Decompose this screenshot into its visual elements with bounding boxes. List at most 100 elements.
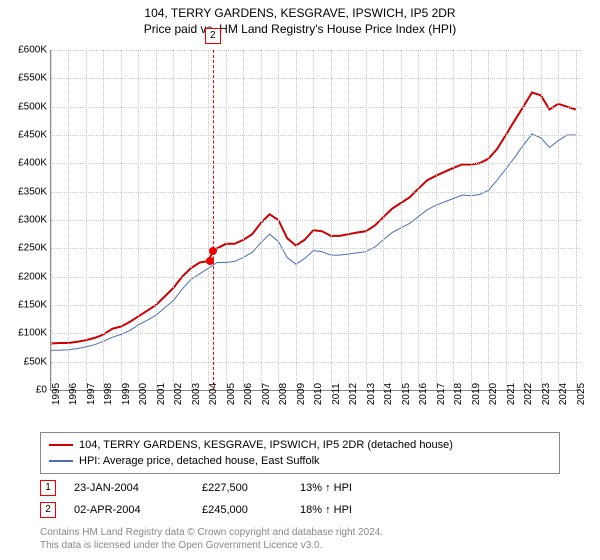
y-axis-label: £350K bbox=[1, 186, 47, 197]
gridline-v bbox=[401, 50, 402, 390]
legend-row: 104, TERRY GARDENS, KESGRAVE, IPSWICH, I… bbox=[49, 437, 551, 453]
legend-row: HPI: Average price, detached house, East… bbox=[49, 453, 551, 469]
legend-label: HPI: Average price, detached house, East… bbox=[79, 455, 320, 467]
x-axis-label: 2002 bbox=[173, 383, 184, 405]
sale-hpi: 13% ↑ HPI bbox=[300, 482, 380, 494]
gridline-v bbox=[121, 50, 122, 390]
gridline-v bbox=[191, 50, 192, 390]
x-axis-label: 2014 bbox=[383, 383, 394, 405]
chart-area: £0£50K£100K£150K£200K£250K£300K£350K£400… bbox=[50, 50, 580, 390]
y-axis-label: £550K bbox=[1, 73, 47, 84]
sales-block: 1 23-JAN-2004 £227,500 13% ↑ HPI 2 02-APR-200… bbox=[40, 480, 380, 524]
y-axis-label: £500K bbox=[1, 101, 47, 112]
gridline-h bbox=[51, 248, 581, 249]
gridline-v bbox=[453, 50, 454, 390]
gridline-v bbox=[471, 50, 472, 390]
x-axis-label: 2019 bbox=[471, 383, 482, 405]
x-axis-label: 2003 bbox=[191, 383, 202, 405]
gridline-h bbox=[51, 107, 581, 108]
marker-numbox: 2 bbox=[205, 28, 221, 44]
footer-line2: This data is licensed under the Open Gov… bbox=[40, 539, 383, 552]
gridline-v bbox=[86, 50, 87, 390]
x-axis-label: 2012 bbox=[348, 383, 359, 405]
y-axis-label: £200K bbox=[1, 271, 47, 282]
x-axis-label: 2011 bbox=[331, 383, 342, 405]
gridline-h bbox=[51, 362, 581, 363]
gridline-h bbox=[51, 305, 581, 306]
sale-numbox: 2 bbox=[40, 502, 56, 518]
title-block: 104, TERRY GARDENS, KESGRAVE, IPSWICH, I… bbox=[0, 0, 600, 36]
x-axis-label: 2004 bbox=[208, 383, 219, 405]
x-axis-label: 2015 bbox=[401, 383, 412, 405]
gridline-v bbox=[576, 50, 577, 390]
gridline-h bbox=[51, 78, 581, 79]
y-axis-label: £0 bbox=[1, 385, 47, 396]
x-axis-label: 2022 bbox=[523, 383, 534, 405]
y-axis-label: £250K bbox=[1, 243, 47, 254]
gridline-h bbox=[51, 163, 581, 164]
sale-hpi: 18% ↑ HPI bbox=[300, 504, 380, 516]
x-axis-label: 2006 bbox=[243, 383, 254, 405]
gridline-v bbox=[383, 50, 384, 390]
y-axis-label: £100K bbox=[1, 328, 47, 339]
x-axis-label: 1999 bbox=[121, 383, 132, 405]
gridline-v bbox=[103, 50, 104, 390]
gridline-v bbox=[68, 50, 69, 390]
x-axis-label: 1997 bbox=[86, 383, 97, 405]
x-axis-label: 2001 bbox=[156, 383, 167, 405]
sale-date: 02-APR-2004 bbox=[74, 504, 184, 516]
x-axis-label: 2007 bbox=[261, 383, 272, 405]
x-axis-label: 2008 bbox=[278, 383, 289, 405]
sale-numbox: 1 bbox=[40, 480, 56, 496]
x-axis-label: 2020 bbox=[488, 383, 499, 405]
gridline-v bbox=[331, 50, 332, 390]
x-axis-label: 2009 bbox=[296, 383, 307, 405]
y-axis-label: £50K bbox=[1, 356, 47, 367]
x-axis-label: 2010 bbox=[313, 383, 324, 405]
sale-dot bbox=[209, 247, 217, 255]
gridline-v bbox=[278, 50, 279, 390]
footer-line1: Contains HM Land Registry data © Crown c… bbox=[40, 526, 383, 539]
sale-price: £227,500 bbox=[202, 482, 282, 494]
gridline-v bbox=[436, 50, 437, 390]
gridline-v bbox=[296, 50, 297, 390]
y-axis-label: £450K bbox=[1, 130, 47, 141]
footer: Contains HM Land Registry data © Crown c… bbox=[40, 526, 383, 552]
plot: £0£50K£100K£150K£200K£250K£300K£350K£400… bbox=[50, 50, 581, 391]
gridline-v bbox=[51, 50, 52, 390]
x-axis-label: 2023 bbox=[541, 383, 552, 405]
gridline-v bbox=[173, 50, 174, 390]
gridline-h bbox=[51, 333, 581, 334]
sale-price: £245,000 bbox=[202, 504, 282, 516]
x-axis-label: 2021 bbox=[506, 383, 517, 405]
sale-date: 23-JAN-2004 bbox=[74, 482, 184, 494]
legend: 104, TERRY GARDENS, KESGRAVE, IPSWICH, I… bbox=[40, 432, 560, 474]
sale-dot bbox=[206, 257, 214, 265]
x-axis-label: 1998 bbox=[103, 383, 114, 405]
legend-swatch bbox=[49, 444, 73, 446]
gridline-v bbox=[138, 50, 139, 390]
gridline-v bbox=[243, 50, 244, 390]
x-axis-label: 2018 bbox=[453, 383, 464, 405]
gridline-v bbox=[418, 50, 419, 390]
chart-container: 104, TERRY GARDENS, KESGRAVE, IPSWICH, I… bbox=[0, 0, 600, 560]
gridline-v bbox=[208, 50, 209, 390]
gridline-v bbox=[156, 50, 157, 390]
gridline-v bbox=[541, 50, 542, 390]
gridline-h bbox=[51, 220, 581, 221]
title-main: 104, TERRY GARDENS, KESGRAVE, IPSWICH, I… bbox=[0, 6, 600, 20]
gridline-v bbox=[226, 50, 227, 390]
x-axis-label: 2013 bbox=[366, 383, 377, 405]
x-axis-label: 1995 bbox=[51, 383, 62, 405]
gridline-v bbox=[523, 50, 524, 390]
x-axis-label: 2017 bbox=[436, 383, 447, 405]
marker-line bbox=[213, 50, 214, 390]
gridline-h bbox=[51, 50, 581, 51]
y-axis-label: £150K bbox=[1, 300, 47, 311]
gridline-v bbox=[488, 50, 489, 390]
x-axis-label: 2025 bbox=[576, 383, 587, 405]
x-axis-label: 2005 bbox=[226, 383, 237, 405]
legend-swatch bbox=[49, 460, 73, 462]
gridline-h bbox=[51, 192, 581, 193]
y-axis-label: £300K bbox=[1, 215, 47, 226]
